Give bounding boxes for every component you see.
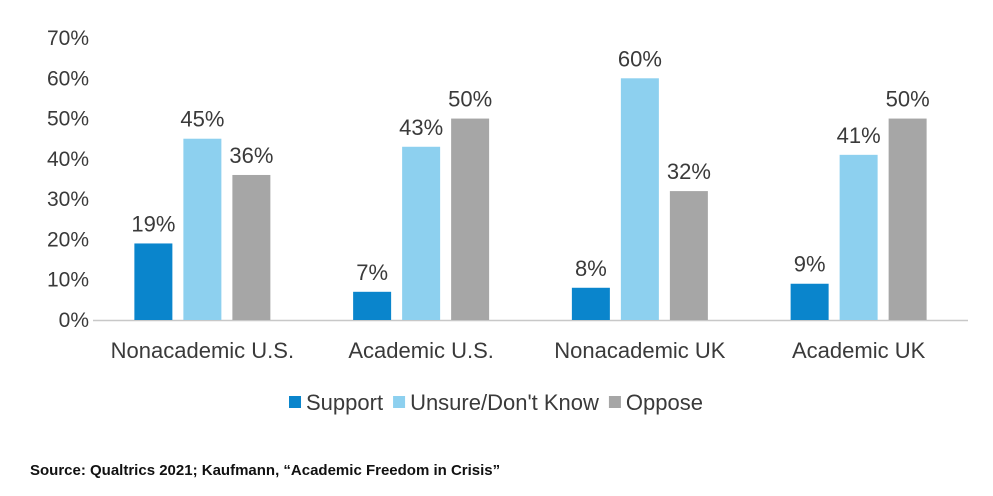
x-category-label: Nonacademic U.S. [111, 338, 294, 363]
y-tick-label: 20% [47, 228, 89, 251]
source-note: Source: Qualtrics 2021; Kaufmann, “Acade… [30, 462, 501, 479]
bar [183, 138, 222, 320]
data-label: 41% [837, 123, 881, 148]
legend-label: Unsure/Don't Know [410, 390, 599, 415]
legend-swatch [289, 396, 302, 408]
data-label: 7% [356, 260, 388, 285]
data-label: 60% [618, 46, 662, 71]
bar [402, 146, 441, 320]
x-category-label: Nonacademic UK [554, 338, 726, 363]
y-tick-label: 70% [47, 27, 89, 50]
data-label: 36% [229, 143, 273, 168]
y-tick-label: 40% [47, 148, 89, 171]
data-label: 50% [886, 87, 930, 112]
data-label: 45% [180, 107, 224, 132]
bar [839, 154, 878, 320]
legend-swatch [393, 396, 406, 408]
x-category-label: Academic U.S. [348, 338, 494, 363]
data-label: 19% [131, 211, 175, 236]
bar [353, 291, 392, 320]
data-label: 8% [575, 256, 607, 281]
legend-label: Oppose [626, 390, 703, 415]
y-tick-label: 0% [59, 309, 89, 332]
bar [790, 283, 829, 320]
data-label: 43% [399, 115, 443, 140]
bar [134, 243, 173, 320]
data-label: 50% [448, 87, 492, 112]
bar [669, 191, 708, 320]
y-tick-label: 60% [47, 67, 89, 90]
bar [571, 287, 610, 320]
y-tick-label: 30% [47, 188, 89, 211]
bar [451, 118, 490, 320]
bar [888, 118, 927, 320]
data-label: 32% [667, 159, 711, 184]
bar [620, 78, 659, 321]
data-label: 9% [794, 252, 826, 277]
legend-swatch [608, 396, 621, 408]
legend-label: Support [306, 390, 383, 415]
bar [232, 174, 271, 320]
x-category-label: Academic UK [792, 338, 926, 363]
y-tick-label: 10% [47, 269, 89, 292]
y-tick-label: 50% [47, 108, 89, 131]
